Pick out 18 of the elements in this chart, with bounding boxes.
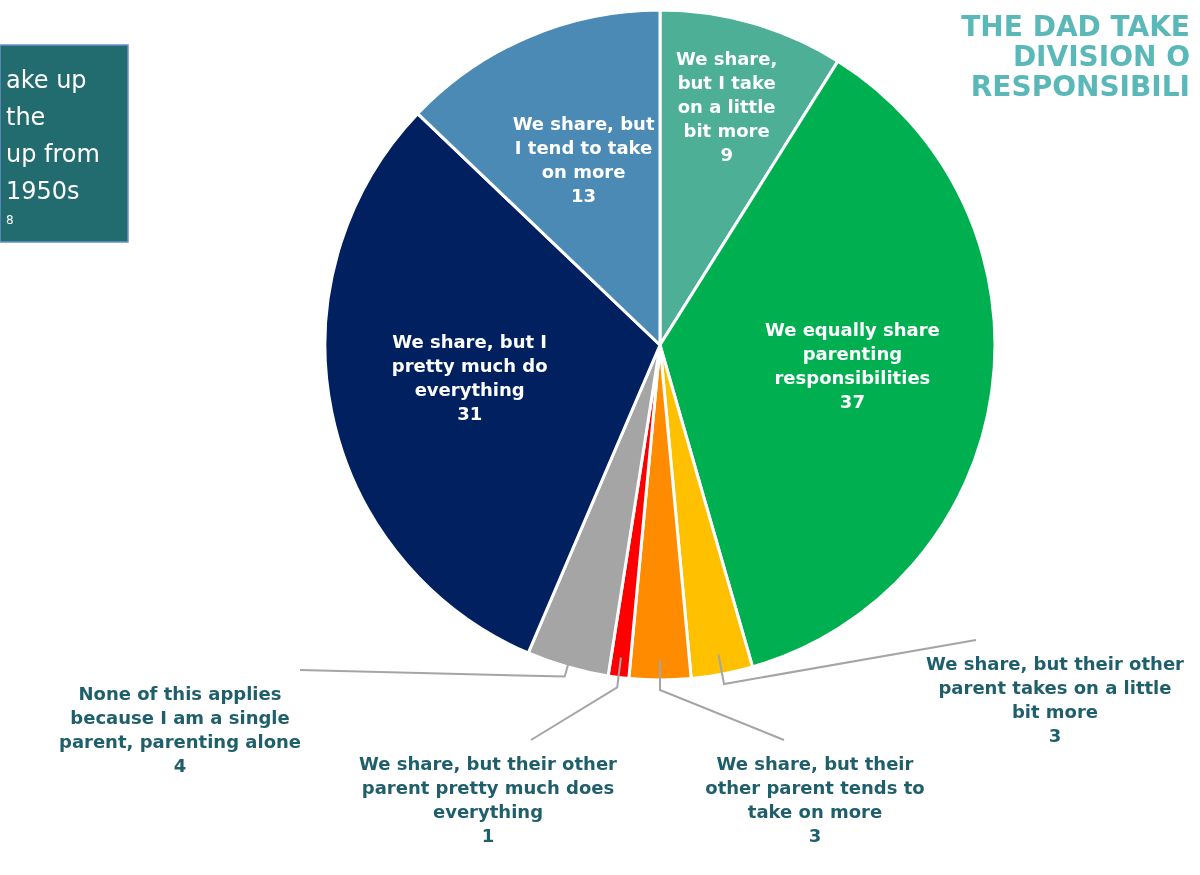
slice-label: We share, but their other parent takes on a little bit more: [926, 653, 1185, 722]
slice-label: We share, but I take on a little bit more: [676, 48, 778, 142]
data-label: 31: [457, 403, 483, 425]
data-label: 1: [481, 825, 495, 846]
data-label: 3: [808, 825, 822, 846]
data-label: 37: [839, 391, 865, 413]
slice-label: We share, but their other parent tends to take on more: [705, 753, 925, 822]
slice-label: We equally share parenting responsibilities: [764, 319, 940, 389]
data-label: 4: [173, 755, 187, 776]
slice-label: None of this applies because I am a single parent, parenting alone: [58, 683, 302, 752]
text: ake up the up from 1950s 8: [6, 66, 100, 227]
text: THE DAD TAKE DIVISION O RESPONSIBILI: [961, 10, 1190, 103]
slice-label: We share, but I pretty much do everything: [391, 331, 548, 401]
data-label: 3: [1048, 725, 1062, 746]
data-label: 13: [571, 185, 597, 207]
slice-label: We share, but I tend to take on more: [512, 113, 655, 183]
slice-label: We share, but their other parent pretty much does everything: [359, 753, 618, 822]
data-label: 9: [720, 144, 733, 166]
